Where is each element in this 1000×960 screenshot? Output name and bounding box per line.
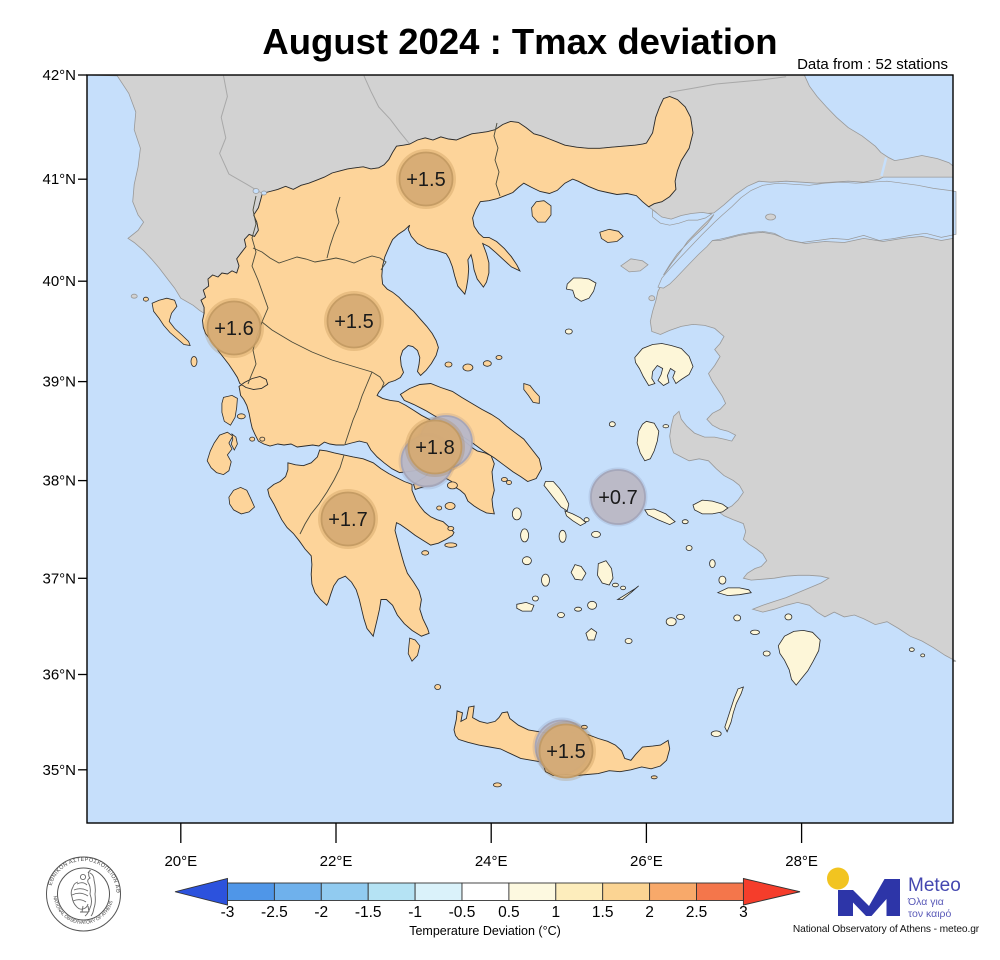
svg-text:2: 2 [645, 904, 654, 921]
svg-text:-2.5: -2.5 [261, 904, 288, 921]
svg-text:0.5: 0.5 [498, 904, 520, 921]
svg-text:41°N: 41°N [42, 171, 76, 188]
svg-text:26°E: 26°E [630, 853, 663, 870]
svg-text:36°N: 36°N [42, 667, 76, 684]
svg-text:-2: -2 [314, 904, 328, 921]
svg-text:+1.5: +1.5 [334, 311, 373, 333]
svg-text:28°E: 28°E [785, 853, 818, 870]
svg-text:+1.5: +1.5 [406, 169, 445, 191]
svg-text:National Observatory of Athens: National Observatory of Athens - meteo.g… [793, 924, 980, 935]
svg-text:-0.5: -0.5 [449, 904, 476, 921]
svg-text:1: 1 [551, 904, 560, 921]
svg-text:-3: -3 [221, 904, 235, 921]
svg-text:-1: -1 [408, 904, 422, 921]
svg-text:42°N: 42°N [42, 67, 76, 84]
svg-text:+1.7: +1.7 [328, 509, 367, 531]
svg-text:+1.8: +1.8 [415, 437, 454, 459]
svg-text:+1.6: +1.6 [214, 318, 253, 340]
svg-text:Meteo: Meteo [908, 875, 961, 896]
svg-text:40°N: 40°N [42, 273, 76, 290]
svg-text:37°N: 37°N [42, 570, 76, 587]
svg-text:NATIONAL OBSERVATORY OF ATHENS: NATIONAL OBSERVATORY OF ATHENS [53, 895, 114, 925]
svg-text:39°N: 39°N [42, 374, 76, 391]
svg-text:τον καιρό: τον καιρό [908, 908, 952, 920]
svg-text:-1.5: -1.5 [355, 904, 382, 921]
svg-text:+1.5: +1.5 [546, 741, 585, 763]
svg-text:24°E: 24°E [475, 853, 508, 870]
svg-text:3: 3 [739, 904, 748, 921]
svg-text:2.5: 2.5 [686, 904, 708, 921]
svg-text:Όλα για: Όλα για [907, 896, 944, 908]
svg-text:1.5: 1.5 [592, 904, 614, 921]
svg-text:Data from : 52 stations: Data from : 52 stations [797, 56, 948, 73]
svg-text:35°N: 35°N [42, 762, 76, 779]
svg-text:20°E: 20°E [164, 853, 197, 870]
svg-text:22°E: 22°E [320, 853, 353, 870]
svg-text:38°N: 38°N [42, 473, 76, 490]
svg-text:Temperature Deviation (°C): Temperature Deviation (°C) [409, 924, 561, 938]
svg-text:+0.7: +0.7 [598, 487, 637, 509]
svg-text:August 2024 : Tmax deviation: August 2024 : Tmax deviation [262, 21, 777, 62]
